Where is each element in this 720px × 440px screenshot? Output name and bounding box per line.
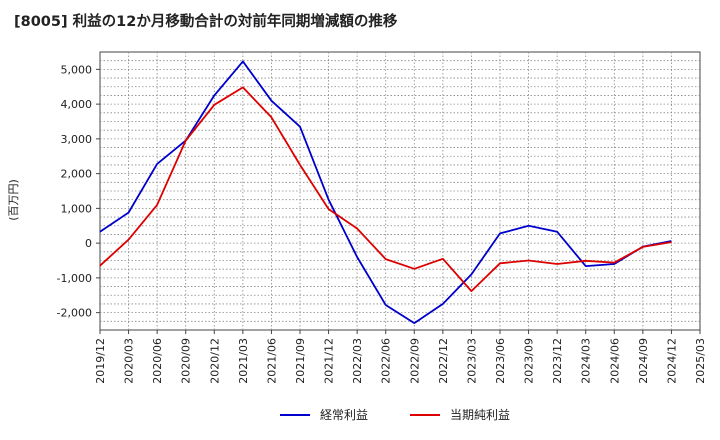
x-tick-label: 2024/09	[637, 338, 650, 384]
y-tick-label: 0	[85, 237, 92, 250]
x-tick-label: 2024/06	[608, 338, 621, 384]
x-tick-label: 2022/12	[437, 338, 450, 384]
y-tick-label: 2,000	[61, 168, 93, 181]
x-tick-label: 2024/12	[665, 338, 678, 384]
legend-label-1: 当期純利益	[450, 408, 510, 422]
x-tick-label: 2021/09	[294, 338, 307, 384]
y-axis-ticks: -2,000 -1,000 0 1,000 2,000 3,000 4,000 5,000	[57, 63, 100, 320]
x-tick-label: 2023/09	[523, 338, 536, 384]
series-line-1	[99, 86, 672, 293]
y-tick-label: 1,000	[61, 202, 93, 215]
x-tick-label: 2020/03	[123, 338, 136, 384]
x-tick-label: 2023/03	[465, 338, 478, 384]
x-tick-label: 2025/03	[694, 338, 707, 384]
y-tick-label: -1,000	[57, 272, 92, 285]
grid-lines	[100, 52, 700, 330]
y-tick-label: 3,000	[61, 133, 93, 146]
x-tick-label: 2020/06	[151, 338, 164, 384]
x-tick-label: 2022/03	[351, 338, 364, 384]
y-tick-label: -2,000	[57, 307, 92, 320]
x-tick-label: 2023/06	[494, 338, 507, 384]
y-tick-label: 5,000	[61, 63, 93, 76]
x-tick-label: 2021/03	[237, 338, 250, 384]
y-tick-label: 4,000	[61, 98, 93, 111]
plot-border	[99, 51, 701, 331]
series-lines	[99, 60, 672, 325]
x-tick-label: 2020/12	[208, 338, 221, 384]
plot-area	[99, 51, 701, 331]
x-tick-label: 2022/09	[408, 338, 421, 384]
legend: 経常利益 当期純利益	[280, 408, 510, 422]
x-tick-label: 2023/12	[551, 338, 564, 384]
series-line-0	[99, 60, 672, 325]
x-tick-label: 2019/12	[94, 338, 107, 384]
x-tick-label: 2022/06	[380, 338, 393, 384]
x-tick-label: 2021/12	[323, 338, 336, 384]
y-axis-label: (百万円)	[7, 179, 20, 221]
x-tick-label: 2020/09	[180, 338, 193, 384]
x-tick-label: 2024/03	[580, 338, 593, 384]
x-axis-ticks: 2019/12 2020/03 2020/06 2020/09 2020/12 2021/…	[94, 330, 707, 384]
x-tick-label: 2021/06	[265, 338, 278, 384]
chart-title: [8005] 利益の12か月移動合計の対前年同期増減額の推移	[14, 14, 398, 30]
legend-label-0: 経常利益	[320, 408, 368, 422]
